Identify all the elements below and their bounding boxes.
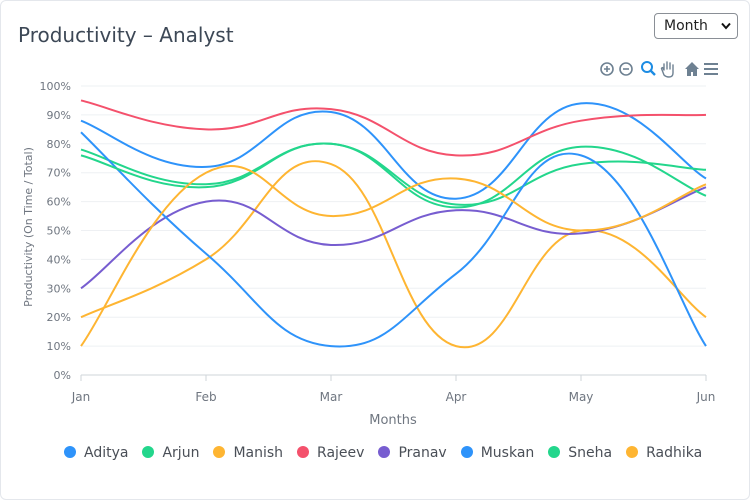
legend-label: Muskan: [480, 444, 535, 461]
zoom-out-icon[interactable]: [617, 59, 635, 79]
legend-item-aditya[interactable]: Aditya: [64, 445, 128, 461]
legend-marker: [626, 445, 639, 458]
legend-label: Pranav: [398, 444, 447, 461]
x-tick-label: Jun: [696, 390, 716, 404]
legend-item-radhika[interactable]: Radhika: [626, 445, 702, 461]
legend-label: Sneha: [568, 444, 613, 461]
y-tick-label: 30%: [47, 282, 71, 295]
legend-label: Arjun: [162, 444, 200, 461]
x-tick-label: Jan: [71, 390, 91, 404]
series-line-muskan[interactable]: [80, 131, 707, 348]
legend-item-sneha[interactable]: Sneha: [548, 445, 612, 461]
chevron-down-icon: [721, 22, 731, 30]
legend-marker: [213, 445, 226, 458]
legend-marker: [378, 445, 391, 458]
home-icon[interactable]: [683, 59, 701, 79]
legend-marker: [64, 445, 76, 458]
legend-label: Rajeev: [317, 444, 365, 461]
line-chart: 0% 10% 20% 30% 40% 50% 60% 70% 80% 90% 100% Jan Feb…: [22, 80, 716, 428]
grid-lines: [81, 85, 706, 376]
series-line-rajeev[interactable]: [80, 99, 707, 157]
x-axis-label: Months: [369, 413, 417, 428]
x-tick-label: May: [569, 390, 594, 404]
pan-icon[interactable]: [659, 59, 677, 79]
x-axis-ticks: Jan Feb Mar Apr May Jun: [71, 375, 716, 404]
x-tick-label: Apr: [446, 390, 467, 404]
y-tick-label: 100%: [40, 80, 71, 93]
series-line-sneha[interactable]: [80, 142, 707, 209]
y-tick-label: 20%: [47, 311, 71, 324]
y-tick-label: 10%: [47, 340, 71, 353]
chart-legend: Aditya Arjun Manish Rajeev Pranav Muskan Sneha…: [64, 442, 716, 462]
legend-label: Aditya: [84, 444, 129, 461]
selection-zoom-icon[interactable]: [639, 59, 657, 79]
legend-label: Radhika: [646, 444, 703, 461]
series-group: [80, 99, 707, 349]
legend-item-muskan[interactable]: Muskan: [460, 444, 535, 461]
series-line-pranav[interactable]: [80, 186, 707, 290]
x-tick-label: Feb: [195, 390, 216, 404]
y-axis-label: Productivity (On Time / Total): [22, 147, 35, 307]
period-select-value: Month: [664, 18, 708, 34]
series-line-radhika[interactable]: [80, 165, 707, 347]
y-axis-ticks: 0% 10% 20% 30% 40% 50% 60% 70% 80% 90% 100%: [40, 80, 71, 382]
series-line-arjun[interactable]: [80, 142, 707, 206]
page-title: Productivity – Analyst: [18, 23, 234, 47]
series-line-manish[interactable]: [80, 160, 707, 349]
legend-marker: [297, 445, 310, 458]
series-line-aditya[interactable]: [80, 102, 707, 200]
period-select[interactable]: Month: [654, 13, 738, 39]
y-tick-label: 60%: [47, 196, 71, 209]
legend-marker: [142, 445, 155, 458]
x-tick-label: Mar: [320, 390, 343, 404]
menu-icon[interactable]: [702, 59, 720, 79]
legend-marker: [548, 445, 561, 458]
y-tick-label: 70%: [47, 167, 71, 180]
y-tick-label: 90%: [47, 109, 71, 122]
legend-item-manish[interactable]: Manish: [213, 445, 283, 461]
legend-item-pranav[interactable]: Pranav: [378, 444, 447, 461]
legend-label: Manish: [233, 444, 284, 461]
legend-item-arjun[interactable]: Arjun: [142, 445, 199, 461]
y-tick-label: 50%: [47, 225, 71, 238]
y-tick-label: 40%: [47, 253, 71, 266]
y-tick-label: 80%: [47, 138, 71, 151]
zoom-in-icon[interactable]: [598, 59, 616, 79]
y-tick-label: 0%: [54, 369, 71, 382]
legend-item-rajeev[interactable]: Rajeev: [297, 445, 364, 461]
legend-marker: [460, 445, 473, 458]
